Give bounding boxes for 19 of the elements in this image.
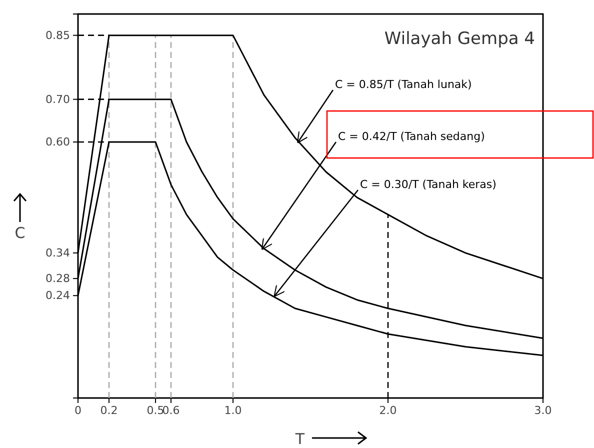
x-axis-title: T xyxy=(294,430,306,448)
y-tick-label: 0.70 xyxy=(46,92,70,106)
y-tick-label: 0.28 xyxy=(46,272,70,286)
x-tick-label: 0.6 xyxy=(162,404,180,417)
y-tick-label: 0.34 xyxy=(46,246,70,260)
annotation: C = 0.30/T (Tanah keras) xyxy=(360,178,496,191)
x-tick-label: 2.0 xyxy=(379,404,397,417)
y-tick-label: 0.60 xyxy=(46,136,70,149)
x-tick-label: 0.2 xyxy=(100,404,118,417)
x-tick-label: 1.0 xyxy=(224,404,242,417)
y-axis-title: C xyxy=(14,224,26,242)
y-tick-label: 0.85 xyxy=(46,28,70,42)
text: Wilayah Gempa 4 xyxy=(384,29,535,49)
x-tick-label: 0.5 xyxy=(146,404,164,417)
x-tick-label: 3.0 xyxy=(534,404,552,417)
y-tick-label: 0.24 xyxy=(46,289,70,302)
annotation: C = 0.42/T (Tanah sedang) xyxy=(338,130,485,143)
x-tick-label: 0 xyxy=(74,404,82,417)
annotation: C = 0.85/T (Tanah lunak) xyxy=(335,78,472,91)
